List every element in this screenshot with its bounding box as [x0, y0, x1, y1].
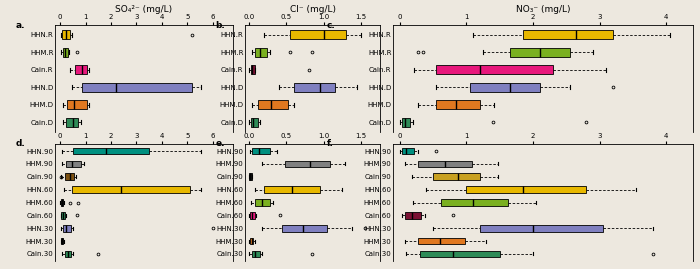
Bar: [480, 225, 603, 232]
Bar: [82, 83, 193, 92]
Text: NO₃⁻ (mg/L): NO₃⁻ (mg/L): [516, 5, 570, 14]
Bar: [436, 100, 480, 109]
Bar: [470, 83, 540, 92]
Bar: [251, 238, 253, 245]
Text: Cl⁻ (mg/L): Cl⁻ (mg/L): [290, 5, 335, 14]
Bar: [252, 251, 260, 257]
Bar: [285, 161, 330, 167]
Text: e.: e.: [216, 139, 225, 148]
Bar: [76, 65, 87, 74]
Bar: [66, 161, 81, 167]
Bar: [66, 118, 78, 127]
Bar: [466, 186, 587, 193]
Bar: [249, 174, 252, 180]
Bar: [402, 148, 414, 154]
Bar: [251, 65, 255, 74]
Bar: [441, 199, 508, 206]
Bar: [61, 199, 63, 206]
Bar: [294, 83, 335, 92]
Text: b.: b.: [216, 21, 225, 30]
Bar: [433, 174, 480, 180]
Bar: [62, 238, 63, 245]
Bar: [523, 30, 613, 39]
Text: f.: f.: [327, 139, 334, 148]
Bar: [73, 148, 149, 154]
Bar: [402, 118, 409, 127]
Text: c.: c.: [327, 21, 336, 30]
Text: SO₄²⁻ (mg/L): SO₄²⁻ (mg/L): [116, 5, 173, 14]
Bar: [419, 238, 465, 245]
Bar: [419, 161, 472, 167]
Bar: [67, 100, 87, 109]
Bar: [510, 48, 570, 57]
Bar: [264, 186, 320, 193]
Bar: [255, 199, 270, 206]
Bar: [71, 186, 190, 193]
Text: a.: a.: [16, 21, 25, 30]
Bar: [62, 48, 68, 57]
Bar: [65, 174, 74, 180]
Bar: [62, 212, 64, 219]
Bar: [64, 251, 71, 257]
Bar: [436, 65, 553, 74]
Bar: [255, 48, 267, 57]
Bar: [62, 30, 70, 39]
Bar: [420, 251, 500, 257]
Bar: [290, 30, 346, 39]
Bar: [283, 225, 328, 232]
Bar: [253, 148, 270, 154]
Bar: [258, 100, 288, 109]
Bar: [251, 212, 255, 219]
Text: d.: d.: [16, 139, 26, 148]
Bar: [63, 225, 71, 232]
Bar: [405, 212, 421, 219]
Bar: [251, 118, 258, 127]
